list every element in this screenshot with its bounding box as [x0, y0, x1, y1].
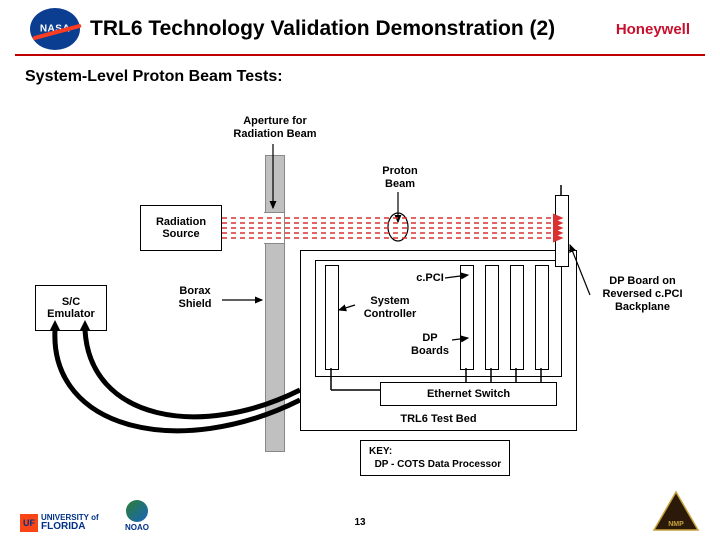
- noao-logo: NOAO: [125, 500, 149, 532]
- reversed-backplane-bar: [555, 195, 569, 267]
- ethernet-switch-box: Ethernet Switch: [380, 382, 557, 406]
- radiation-source-label: Radiation Source: [156, 216, 206, 240]
- dp-board-1: [460, 265, 474, 370]
- dp-boards-label: DP Boards: [405, 332, 455, 358]
- key-line1: DP - COTS Data Processor: [375, 459, 502, 470]
- slide-subtitle: System-Level Proton Beam Tests:: [25, 68, 695, 86]
- borax-shield-label: Borax Shield: [165, 285, 225, 311]
- key-title: KEY:: [369, 446, 392, 457]
- slide-footer: UF UNIVERSITY ofFLORIDA NOAO 13 NMP: [0, 494, 720, 534]
- dp-board-2: [485, 265, 499, 370]
- key-box: KEY: DP - COTS Data Processor: [360, 440, 510, 476]
- system-controller-label: System Controller: [355, 295, 425, 321]
- page-number: 13: [354, 517, 365, 528]
- borax-shield-bar: [265, 155, 285, 452]
- sc-emulator-label: S/C Emulator: [47, 296, 95, 320]
- system-diagram: Radiation Source S/C Emulator TRL6 Test …: [0, 100, 720, 490]
- proton-beam-label: Proton Beam: [370, 165, 430, 191]
- cpci-label: c.PCI: [410, 272, 450, 285]
- ethernet-switch-label: Ethernet Switch: [427, 388, 510, 400]
- uf-logo: UF UNIVERSITY ofFLORIDA: [20, 514, 99, 532]
- slide-title: TRL6 Technology Validation Demonstration…: [90, 17, 616, 41]
- radiation-source-box: Radiation Source: [140, 205, 222, 251]
- nasa-logo: [30, 8, 80, 50]
- aperture-label: Aperture for Radiation Beam: [225, 115, 325, 141]
- slide-header: TRL6 Technology Validation Demonstration…: [15, 0, 705, 56]
- svg-text:NMP: NMP: [668, 521, 684, 528]
- dp-board-3: [510, 265, 524, 370]
- aperture-gap: [264, 212, 284, 244]
- sc-emulator-box: S/C Emulator: [35, 285, 107, 331]
- system-controller-bar: [325, 265, 339, 370]
- dp-backplane-label: DP Board on Reversed c.PCI Backplane: [590, 275, 695, 315]
- testbed-label: TRL6 Test Bed: [400, 413, 476, 425]
- nmp-logo: NMP: [652, 490, 700, 532]
- dp-board-4: [535, 265, 549, 370]
- honeywell-logo: Honeywell: [616, 21, 690, 38]
